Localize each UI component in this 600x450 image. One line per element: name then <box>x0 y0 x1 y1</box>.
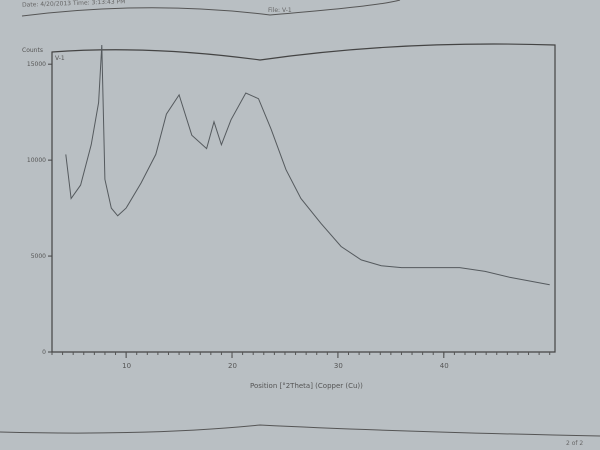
y-tick-label: 15000 <box>27 61 46 68</box>
x-tick-label: 10 <box>122 362 131 370</box>
series-line <box>65 44 550 286</box>
x-tick-label: 40 <box>440 362 449 370</box>
sample-label: V-1 <box>55 55 65 62</box>
y-tick-label: 5000 <box>31 253 46 260</box>
x-tick-label: 30 <box>334 362 343 370</box>
header-file: File: V-1 <box>268 7 292 14</box>
footer-page: 2 of 2 <box>566 440 584 447</box>
header-rule <box>21 0 401 17</box>
x-axis-label: Position [°2Theta] (Copper (Cu)) <box>250 382 363 390</box>
footer-rule <box>0 424 600 437</box>
x-tick-label: 20 <box>228 362 237 370</box>
y-tick-label: 0 <box>42 349 46 356</box>
y-axis-label: Counts <box>22 47 43 54</box>
y-tick-label: 10000 <box>27 157 46 164</box>
plot-frame <box>51 43 556 353</box>
axis-ticks: 10 20 30 40 0 5000 10000 15000 <box>27 61 551 370</box>
